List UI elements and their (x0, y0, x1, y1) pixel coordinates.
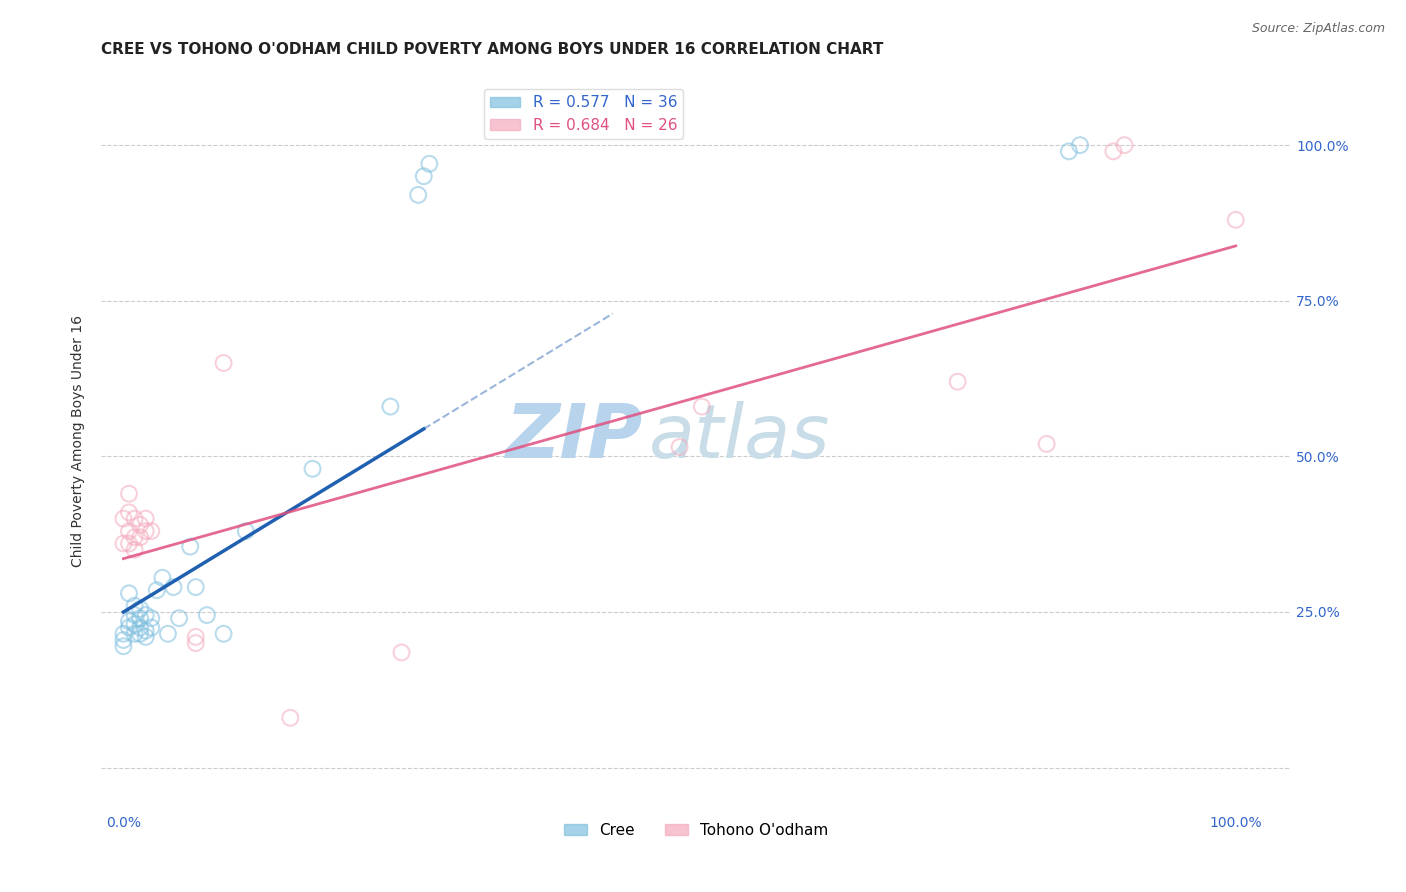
Point (212, 627, 235, 641)
Point (278, 711, 301, 725)
Point (118, 615, 141, 629)
Point (380, 400, 402, 414)
Point (129, 611, 152, 625)
Text: CREE VS TOHONO O'ODHAM CHILD POVERTY AMONG BOYS UNDER 16 CORRELATION CHART: CREE VS TOHONO O'ODHAM CHILD POVERTY AMO… (101, 42, 883, 57)
Point (124, 511, 146, 525)
Point (141, 524, 163, 538)
Point (129, 530, 152, 544)
Text: atlas: atlas (648, 401, 830, 473)
Point (118, 505, 141, 519)
Point (112, 639, 135, 653)
Point (124, 617, 146, 632)
Point (167, 611, 190, 625)
Point (135, 608, 157, 623)
Point (406, 188, 429, 202)
Point (118, 486, 141, 500)
Point (412, 169, 434, 184)
Point (124, 608, 146, 623)
Point (135, 630, 157, 644)
Point (129, 621, 152, 635)
Point (141, 621, 163, 635)
Point (129, 517, 152, 532)
Point (135, 524, 157, 538)
Point (212, 356, 235, 370)
Point (690, 400, 713, 414)
Point (156, 627, 179, 641)
Point (112, 627, 135, 641)
Point (146, 583, 169, 598)
Point (184, 630, 207, 644)
Point (135, 624, 157, 638)
Point (135, 511, 157, 525)
Point (112, 511, 135, 525)
Point (1069, 138, 1091, 153)
Point (391, 645, 413, 659)
Point (1057, 145, 1080, 159)
Point (418, 157, 440, 171)
Point (112, 632, 135, 647)
Point (129, 627, 152, 641)
Point (179, 540, 201, 554)
Point (1114, 138, 1136, 153)
Point (141, 611, 163, 625)
Point (124, 530, 146, 544)
Point (1102, 145, 1125, 159)
Point (124, 542, 146, 557)
Point (184, 580, 207, 594)
Y-axis label: Child Poverty Among Boys Under 16: Child Poverty Among Boys Under 16 (72, 315, 86, 566)
Point (118, 586, 141, 600)
Point (162, 580, 184, 594)
Point (124, 599, 146, 613)
Point (1225, 212, 1247, 227)
Point (118, 524, 141, 538)
Point (235, 524, 257, 538)
Legend: Cree, Tohono O'odham: Cree, Tohono O'odham (558, 817, 835, 845)
Text: ZIP: ZIP (506, 401, 643, 474)
Point (124, 627, 146, 641)
Point (118, 536, 141, 550)
Point (118, 621, 141, 635)
Point (129, 602, 152, 616)
Point (184, 636, 207, 650)
Point (668, 440, 690, 454)
Point (946, 375, 969, 389)
Point (1035, 437, 1057, 451)
Point (195, 608, 218, 623)
Point (301, 462, 323, 476)
Point (112, 536, 135, 550)
Text: Source: ZipAtlas.com: Source: ZipAtlas.com (1251, 22, 1385, 36)
Point (150, 571, 173, 585)
